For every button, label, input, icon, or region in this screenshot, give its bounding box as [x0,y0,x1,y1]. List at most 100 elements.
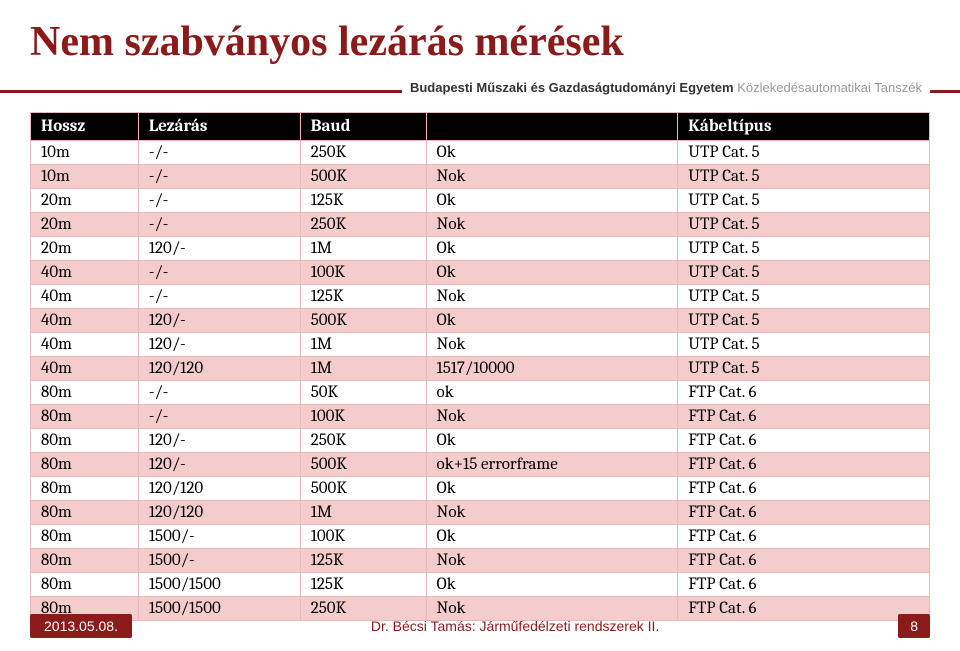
table-cell: 1M [300,357,426,381]
table-cell: 100K [300,525,426,549]
table-cell: 40m [31,285,139,309]
table-body: 10m-/-250KOkUTP Cat. 510m-/-500KNokUTP C… [31,141,930,621]
table-cell: UTP Cat. 5 [678,237,930,261]
table-cell: 250K [300,213,426,237]
table-cell: 120/- [138,237,300,261]
footer: 2013.05.08. Dr. Bécsi Tamás: Járműfedélz… [0,611,960,641]
table-cell: -/- [138,141,300,165]
table-cell: -/- [138,285,300,309]
table-cell: UTP Cat. 5 [678,261,930,285]
table-cell: 125K [300,549,426,573]
table-cell: FTP Cat. 6 [678,525,930,549]
table-cell: 1M [300,237,426,261]
table-cell: 250K [300,141,426,165]
table-row: 10m-/-500KNokUTP Cat. 5 [31,165,930,189]
table-cell: 120/- [138,333,300,357]
table-cell: UTP Cat. 5 [678,285,930,309]
table-cell: 125K [300,189,426,213]
university-label: Budapesti Műszaki és Gazdaságtudományi E… [402,80,930,95]
slide-title: Nem szabványos lezárás mérések [0,0,960,76]
table-cell: 80m [31,429,139,453]
table-cell: UTP Cat. 5 [678,213,930,237]
table-container: HosszLezárásBaud Kábeltípus 10m-/-250KOk… [0,112,960,621]
university-name: Budapesti Műszaki és Gazdaságtudományi E… [410,80,734,95]
table-cell: Ok [426,141,678,165]
table-cell: 20m [31,213,139,237]
table-cell: 80m [31,477,139,501]
measurements-table: HosszLezárásBaud Kábeltípus 10m-/-250KOk… [30,112,930,621]
table-cell: -/- [138,381,300,405]
table-row: 80m-/-50KokFTP Cat. 6 [31,381,930,405]
table-cell: UTP Cat. 5 [678,141,930,165]
table-cell: 500K [300,309,426,333]
table-cell: Nok [426,549,678,573]
table-cell: 80m [31,549,139,573]
table-cell: UTP Cat. 5 [678,189,930,213]
table-cell: Nok [426,285,678,309]
table-cell: Ok [426,525,678,549]
table-row: 20m-/-125KOkUTP Cat. 5 [31,189,930,213]
table-cell: Ok [426,189,678,213]
header-divider: Budapesti Műszaki és Gazdaságtudományi E… [0,76,960,104]
department-name: Közlekedésautomatikai Tanszék [737,80,922,95]
table-cell: 500K [300,453,426,477]
table-cell: 1500/- [138,549,300,573]
table-cell: ok+15 errorframe [426,453,678,477]
table-cell: FTP Cat. 6 [678,453,930,477]
table-cell: 80m [31,405,139,429]
table-cell: Ok [426,261,678,285]
table-cell: 50K [300,381,426,405]
table-cell: Nok [426,165,678,189]
table-row: 80m120/-500Kok+15 errorframeFTP Cat. 6 [31,453,930,477]
table-cell: 80m [31,453,139,477]
table-cell: 120/120 [138,357,300,381]
table-cell: -/- [138,405,300,429]
table-row: 20m-/-250KNokUTP Cat. 5 [31,213,930,237]
table-row: 40m120/1201M1517/10000UTP Cat. 5 [31,357,930,381]
table-cell: 10m [31,165,139,189]
table-cell: 120/120 [138,477,300,501]
table-cell: 120/120 [138,501,300,525]
footer-date: 2013.05.08. [30,614,132,638]
table-header-cell: Lezárás [138,113,300,141]
table-cell: 80m [31,525,139,549]
table-row: 80m120/1201MNokFTP Cat. 6 [31,501,930,525]
table-cell: 80m [31,381,139,405]
table-cell: 500K [300,165,426,189]
table-header-cell: Kábeltípus [678,113,930,141]
table-cell: 20m [31,237,139,261]
table-cell: 40m [31,333,139,357]
table-cell: FTP Cat. 6 [678,549,930,573]
table-cell: 1M [300,333,426,357]
table-cell: Ok [426,573,678,597]
table-cell: 40m [31,357,139,381]
table-cell: Ok [426,477,678,501]
table-row: 80m120/-250KOkFTP Cat. 6 [31,429,930,453]
table-cell: FTP Cat. 6 [678,429,930,453]
table-cell: FTP Cat. 6 [678,477,930,501]
table-cell: 120/- [138,453,300,477]
table-row: 40m120/-500KOkUTP Cat. 5 [31,309,930,333]
table-cell: 250K [300,429,426,453]
table-cell: -/- [138,261,300,285]
table-cell: Ok [426,429,678,453]
table-header-row: HosszLezárásBaud Kábeltípus [31,113,930,141]
table-cell: 80m [31,501,139,525]
table-row: 40m120/-1MNokUTP Cat. 5 [31,333,930,357]
table-cell: 1517/10000 [426,357,678,381]
table-cell: Ok [426,237,678,261]
table-row: 80m1500/1500125KOkFTP Cat. 6 [31,573,930,597]
table-cell: Nok [426,333,678,357]
table-cell: FTP Cat. 6 [678,573,930,597]
table-cell: FTP Cat. 6 [678,381,930,405]
table-cell: Nok [426,501,678,525]
table-cell: 1M [300,501,426,525]
table-row: 20m120/-1MOkUTP Cat. 5 [31,237,930,261]
table-cell: UTP Cat. 5 [678,165,930,189]
table-cell: 500K [300,477,426,501]
table-row: 80m1500/-125KNokFTP Cat. 6 [31,549,930,573]
table-cell: 20m [31,189,139,213]
table-cell: -/- [138,213,300,237]
table-header-cell: Baud [300,113,426,141]
table-cell: 100K [300,261,426,285]
